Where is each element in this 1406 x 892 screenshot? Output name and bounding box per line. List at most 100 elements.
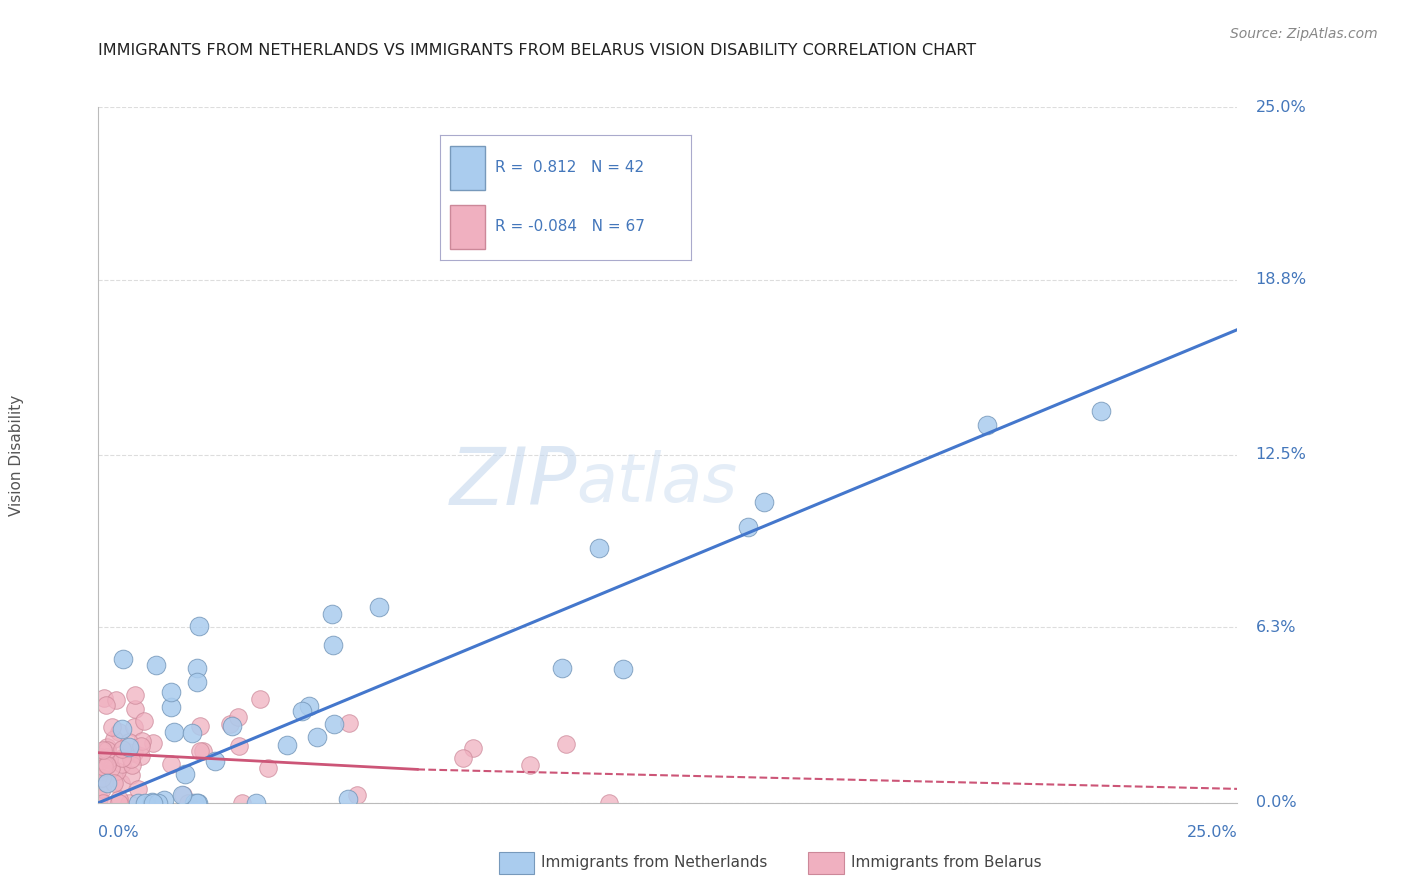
Point [186, 796, 208, 810]
Point [87, 773, 110, 788]
Point [105, 693, 128, 707]
Point [188, 744, 211, 758]
Point [752, 494, 775, 508]
Point [191, 744, 214, 758]
Point [321, 607, 343, 621]
Point [291, 704, 314, 718]
Point [108, 725, 131, 739]
Point [91, 796, 114, 810]
Point [90, 750, 112, 764]
Point [142, 736, 165, 750]
Point [307, 731, 329, 745]
Point [249, 692, 271, 706]
Point [163, 725, 186, 739]
Point [181, 725, 204, 739]
Point [187, 796, 209, 810]
Point [141, 796, 163, 810]
Point [298, 698, 321, 713]
Point [124, 747, 146, 761]
Point [120, 768, 142, 782]
Point [121, 757, 143, 772]
Point [276, 739, 298, 753]
Point [148, 796, 170, 810]
Point [96, 750, 118, 764]
Point [96, 698, 118, 712]
Point [551, 661, 574, 675]
Point [160, 685, 183, 699]
Point [111, 751, 134, 765]
Point [183, 796, 205, 810]
Point [90, 761, 112, 775]
Point [1090, 404, 1112, 418]
Text: 18.8%: 18.8% [1256, 272, 1306, 287]
Point [153, 792, 176, 806]
Point [93, 760, 115, 774]
Point [346, 789, 368, 803]
Point [226, 710, 249, 724]
Point [177, 796, 200, 810]
Point [337, 715, 360, 730]
Point [96, 743, 118, 757]
Point [170, 788, 193, 802]
Point [93, 757, 115, 772]
Point [231, 796, 253, 810]
Point [322, 638, 344, 652]
Point [124, 702, 146, 716]
Text: ZIP: ZIP [450, 443, 576, 522]
Point [118, 735, 141, 749]
Point [89, 756, 111, 770]
Point [112, 652, 135, 666]
Point [190, 719, 212, 733]
Point [256, 761, 278, 775]
Point [120, 752, 142, 766]
Point [122, 720, 145, 734]
Point [159, 757, 181, 772]
Point [100, 761, 122, 775]
Point [131, 734, 153, 748]
Point [103, 732, 125, 747]
Point [612, 662, 634, 676]
Text: 6.3%: 6.3% [1256, 620, 1296, 635]
Text: 12.5%: 12.5% [1256, 448, 1306, 462]
Point [336, 792, 359, 806]
Text: atlas: atlas [576, 450, 738, 516]
Text: Source: ZipAtlas.com: Source: ZipAtlas.com [1230, 27, 1378, 41]
Point [134, 796, 156, 810]
Point [107, 792, 129, 806]
Point [367, 599, 389, 614]
Point [101, 721, 124, 735]
Point [97, 752, 120, 766]
Point [96, 758, 118, 772]
Point [976, 418, 998, 433]
Point [117, 796, 139, 810]
Point [245, 796, 267, 810]
Point [188, 618, 211, 632]
Text: IMMIGRANTS FROM NETHERLANDS VS IMMIGRANTS FROM BELARUS VISION DISABILITY CORRELA: IMMIGRANTS FROM NETHERLANDS VS IMMIGRANT… [98, 43, 977, 58]
Point [555, 738, 578, 752]
Point [111, 742, 134, 756]
Point [87, 790, 110, 805]
Point [598, 796, 620, 810]
Point [172, 789, 194, 803]
Point [90, 782, 112, 797]
Point [461, 740, 484, 755]
Point [105, 764, 128, 778]
Point [118, 739, 141, 754]
Point [117, 745, 139, 759]
Point [145, 658, 167, 673]
Text: 0.0%: 0.0% [1256, 796, 1296, 810]
Point [111, 722, 134, 736]
Point [124, 688, 146, 702]
Point [218, 717, 240, 731]
Point [142, 796, 165, 810]
Point [90, 771, 112, 785]
Point [204, 754, 226, 768]
Text: Immigrants from Belarus: Immigrants from Belarus [851, 855, 1042, 870]
Point [588, 541, 610, 556]
Point [110, 776, 132, 790]
Point [174, 767, 197, 781]
Text: Vision Disability: Vision Disability [8, 394, 24, 516]
Text: 25.0%: 25.0% [1187, 825, 1237, 840]
Point [132, 714, 155, 728]
Point [103, 776, 125, 790]
